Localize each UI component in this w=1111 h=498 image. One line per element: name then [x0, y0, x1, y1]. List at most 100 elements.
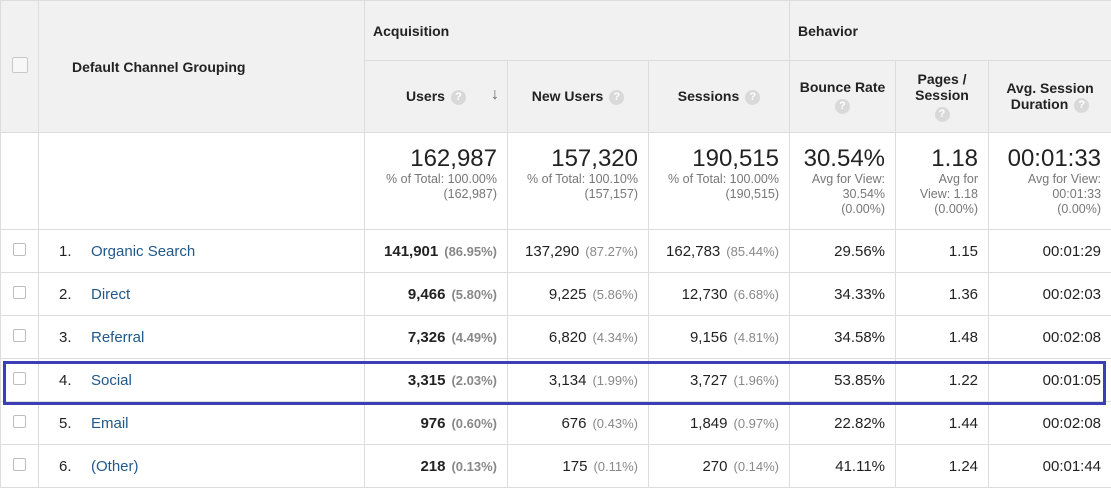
users-header-label: Users [406, 88, 445, 105]
row-index: 4. [59, 371, 72, 389]
row-checkbox[interactable] [13, 328, 26, 342]
new-users-value: 3,134 [548, 371, 587, 389]
row-index: 3. [59, 328, 72, 346]
bounce-rate-cell: 22.82% [789, 401, 897, 445]
sessions-column-header[interactable]: Sessions? [647, 60, 791, 133]
new-users-cell: 137,290 (87.27%) [507, 229, 649, 273]
channel-link[interactable]: Social [91, 371, 132, 389]
total-bounce-rate-value: 30.54% [803, 145, 886, 172]
new-users-percent: (5.86%) [592, 286, 638, 302]
sessions-cell: 270 (0.14%) [647, 444, 791, 488]
sessions-cell: 162,783 (85.44%) [647, 229, 791, 273]
avg-duration-cell: 00:01:29 [988, 229, 1111, 273]
data-rows: 1. Organic Search 141,901 (86.95%) 137,290 (8… [0, 229, 1111, 488]
row-checkbox-cell [0, 358, 39, 402]
sessions-value: 270 [702, 457, 728, 475]
new-users-header-label: New Users [531, 88, 604, 105]
new-users-cell: 6,820 (4.34%) [507, 315, 649, 359]
sessions-value: 162,783 [666, 242, 721, 260]
total-avg-duration-cell: 00:01:33 Avg for View: 00:01:33 (0.00%) [988, 132, 1111, 230]
row-checkbox-cell [0, 315, 39, 359]
row-checkbox-cell [0, 272, 39, 316]
help-icon[interactable]: ? [1074, 97, 1090, 113]
channel-link[interactable]: (Other) [91, 457, 139, 475]
users-cell: 9,466 (5.80%) [364, 272, 508, 316]
row-index: 5. [59, 414, 72, 432]
channel-cell: 6. (Other) [38, 444, 365, 488]
users-percent: (86.95%) [444, 243, 497, 259]
avg-duration-cell: 00:02:03 [988, 272, 1111, 316]
total-avg-duration-note: Avg for View: 00:01:33 (0.00%) [1027, 172, 1102, 216]
table-row: 4. Social 3,315 (2.03%) 3,134 (1.99%) 3,727 (1.… [0, 358, 1111, 402]
help-icon[interactable]: ? [609, 89, 625, 105]
totals-label-cell [38, 132, 365, 230]
select-all-checkbox[interactable] [11, 57, 28, 73]
channel-link[interactable]: Direct [91, 285, 131, 303]
users-percent: (5.80%) [451, 286, 497, 302]
bounce-rate-cell: 34.33% [789, 272, 897, 316]
users-column-header[interactable]: Users? ↓ [364, 60, 508, 133]
users-cell: 141,901 (86.95%) [364, 229, 508, 273]
row-checkbox[interactable] [13, 414, 26, 428]
users-value: 3,315 [407, 371, 446, 389]
table-row: 6. (Other) 218 (0.13%) 175 (0.11%) 270 (0.14%) 4… [0, 444, 1111, 488]
new-users-value: 137,290 [525, 242, 580, 260]
sessions-percent: (6.68%) [733, 286, 780, 302]
totals-empty-cell [0, 132, 39, 230]
row-index: 1. [59, 242, 72, 260]
help-icon[interactable]: ? [450, 89, 466, 105]
total-users-cell: 162,987 % of Total: 100.00% (162,987) [364, 132, 508, 230]
avg-duration-header-label: Avg. Session Duration? [989, 80, 1111, 113]
pages-session-cell: 1.44 [895, 401, 990, 445]
users-percent: (4.49%) [451, 329, 497, 345]
help-icon[interactable]: ? [745, 89, 761, 105]
users-cell: 976 (0.60%) [364, 401, 508, 445]
channel-link[interactable]: Referral [91, 328, 145, 346]
row-checkbox-cell [0, 444, 39, 488]
channel-cell: 4. Social [38, 358, 365, 402]
channel-link[interactable]: Email [91, 414, 129, 432]
total-new-users-cell: 157,320 % of Total: 100.10% (157,157) [507, 132, 649, 230]
table-row: 2. Direct 9,466 (5.80%) 9,225 (5.86%) 12,730 (6… [0, 272, 1111, 316]
row-checkbox[interactable] [13, 371, 26, 385]
users-percent: (2.03%) [451, 372, 497, 388]
total-bounce-rate-note: Avg for View: 30.54% (0.00%) [811, 172, 886, 216]
pages-session-cell: 1.36 [895, 272, 990, 316]
pages-session-cell: 1.24 [895, 444, 990, 488]
new-users-column-header[interactable]: New Users? [507, 60, 649, 133]
row-checkbox-cell [0, 401, 39, 445]
row-checkbox[interactable] [13, 242, 26, 256]
avg-duration-column-header[interactable]: Avg. Session Duration? [988, 60, 1111, 133]
sessions-value: 12,730 [681, 285, 728, 303]
channel-cell: 2. Direct [38, 272, 365, 316]
totals-row: 162,987 % of Total: 100.00% (162,987) 15… [0, 132, 1111, 230]
bounce-rate-column-header[interactable]: Bounce Rate ? [789, 60, 897, 133]
row-index: 2. [59, 285, 72, 303]
new-users-value: 9,225 [548, 285, 587, 303]
behavior-group-header: Behavior [789, 0, 1111, 61]
total-sessions-cell: 190,515 % of Total: 100.00% (190,515) [647, 132, 791, 230]
help-icon[interactable]: ? [835, 98, 851, 114]
pages-session-cell: 1.48 [895, 315, 990, 359]
row-checkbox[interactable] [13, 457, 26, 471]
channel-link[interactable]: Organic Search [91, 242, 196, 260]
users-value: 976 [420, 414, 446, 432]
sessions-percent: (4.81%) [733, 329, 780, 345]
acquisition-group-header: Acquisition [363, 0, 791, 61]
total-users-note: % of Total: 100.00% (162,987) [386, 172, 497, 201]
total-new-users-value: 157,320 [551, 145, 638, 172]
avg-duration-header-text: Avg. Session Duration [1006, 80, 1094, 113]
pages-session-column-header[interactable]: Pages / Session ? [895, 60, 990, 133]
new-users-cell: 3,134 (1.99%) [507, 358, 649, 402]
total-pages-session-value: 1.18 [931, 145, 979, 172]
total-bounce-rate-cell: 30.54% Avg for View: 30.54% (0.00%) [789, 132, 897, 230]
table-row: 3. Referral 7,326 (4.49%) 6,820 (4.34%) 9,156 (… [0, 315, 1111, 359]
avg-duration-cell: 00:02:08 [988, 315, 1111, 359]
new-users-percent: (1.99%) [592, 372, 638, 388]
dimension-header[interactable]: Default Channel Grouping [38, 0, 365, 133]
row-checkbox-cell [0, 229, 39, 273]
total-new-users-note: % of Total: 100.10% (157,157) [527, 172, 638, 201]
row-checkbox[interactable] [13, 285, 26, 299]
help-icon[interactable]: ? [934, 106, 950, 122]
select-all-cell [0, 0, 39, 133]
